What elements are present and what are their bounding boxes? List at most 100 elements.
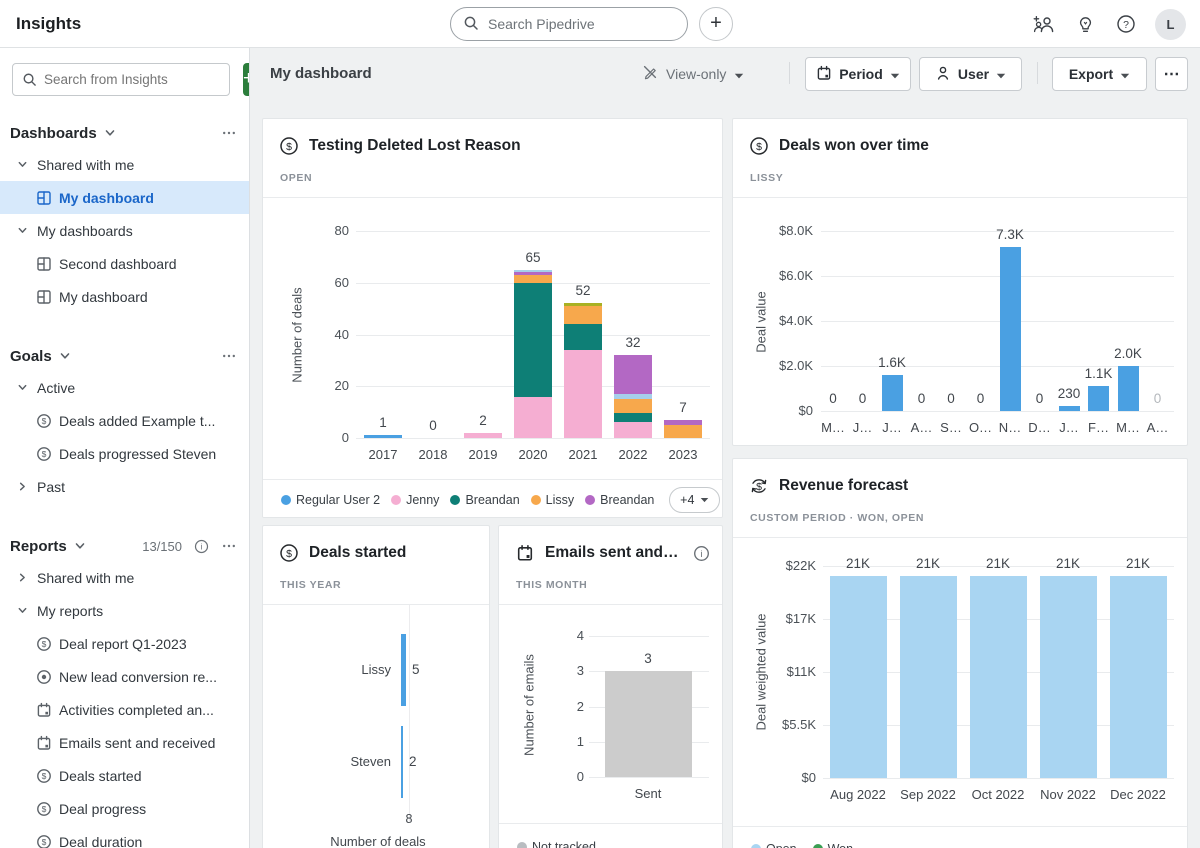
legend-label: Breandan I [600, 492, 659, 507]
sidebar-item-shared-with-me[interactable]: Shared with me [0, 561, 249, 594]
bar-segment-2020[interactable] [514, 269, 552, 273]
x-axis-label: Sent [634, 786, 662, 801]
sidebar-section-header-reports[interactable]: Reports 13/150 i [0, 533, 249, 559]
x-axis-label: F… [1088, 420, 1109, 435]
bar-segment-j[interactable] [1058, 405, 1080, 411]
y-axis-tick-label: 20 [334, 378, 349, 394]
chart-emails-sent: 0 1 2 3 4 Number of emails 3 Sent [499, 605, 722, 823]
create-new-button[interactable]: + [243, 63, 249, 96]
card-revenue-forecast: $ Revenue forecast CUSTOM PERIOD · WON, … [732, 458, 1188, 848]
legend-item-regular-user-2[interactable]: Regular User 2 [281, 493, 380, 507]
bar-segment-2022[interactable] [614, 355, 652, 394]
sidebar-item-my-reports[interactable]: My reports [0, 594, 249, 627]
bar-segment-2020[interactable] [514, 396, 552, 438]
sidebar-item-deal-report-q1-2023[interactable]: $ Deal report Q1-2023 [0, 627, 249, 660]
sidebar-item-past[interactable]: Past [0, 470, 249, 503]
sidebar-item-deals-started[interactable]: $ Deals started [0, 759, 249, 792]
bar-segment-2019[interactable] [464, 432, 502, 438]
legend-item-breandan-i[interactable]: Breandan I [585, 493, 658, 507]
legend-more-button[interactable]: +4 [669, 486, 721, 513]
card-emails-sent: Emails sent and… i THIS MONTH 0 1 2 3 4 Numbe… [498, 525, 723, 848]
bar-segment-2022[interactable] [614, 422, 652, 438]
bar-segment-sent[interactable] [604, 671, 692, 777]
export-button[interactable]: Export [1052, 57, 1147, 91]
legend-item-not-tracked[interactable]: Not tracked [517, 840, 596, 848]
sidebar-section-header-dashboards[interactable]: Dashboards [0, 120, 249, 146]
info-icon[interactable]: i [693, 545, 710, 562]
legend-item-jenny[interactable]: Jenny [391, 493, 439, 507]
sidebar-item-shared-with-me[interactable]: Shared with me [0, 148, 249, 181]
bar-lissy[interactable] [401, 634, 406, 706]
sidebar-item-my-dashboards[interactable]: My dashboards [0, 214, 249, 247]
bar-segment-2022[interactable] [614, 399, 652, 414]
bar-segment-m[interactable] [1117, 366, 1139, 411]
gridline [823, 565, 1174, 567]
bar-segment-j[interactable] [881, 375, 903, 411]
sidebar-item-my-dashboard[interactable]: My dashboard [0, 280, 249, 313]
sidebar-item-label: Deal duration [59, 833, 143, 848]
bar-segment-2020[interactable] [514, 282, 552, 397]
more-button[interactable]: ⋯ [1155, 57, 1188, 91]
sidebar-item-deals-progressed-steven[interactable]: $ Deals progressed Steven [0, 437, 249, 470]
quick-add-button[interactable]: + [699, 7, 733, 41]
bar-segment-2022[interactable] [614, 413, 652, 423]
add-users-icon[interactable] [1032, 12, 1056, 36]
bar-segment-2023[interactable] [664, 419, 702, 426]
section-menu-icon[interactable] [221, 125, 237, 141]
bar-segment-2023[interactable] [664, 425, 702, 438]
bar-segment-2022[interactable] [614, 394, 652, 400]
bar-segment-2021[interactable] [564, 350, 602, 438]
export-label: Export [1068, 66, 1114, 82]
deal-icon: $ [36, 636, 52, 652]
x-axis-label: M… [821, 420, 845, 435]
y-axis-tick-label: 4 [576, 628, 584, 643]
section-menu-icon[interactable] [221, 348, 237, 364]
bar-steven[interactable] [401, 726, 403, 798]
bar-segment-f[interactable] [1088, 386, 1109, 411]
sidebar-item-active[interactable]: Active [0, 371, 249, 404]
bar-segment-dec-2022[interactable] [1109, 575, 1167, 778]
legend-item-breandan[interactable]: Breandan [450, 493, 520, 507]
user-button[interactable]: User [919, 57, 1022, 91]
help-icon[interactable]: ? [1114, 12, 1138, 36]
bar-segment-2020[interactable] [514, 272, 552, 275]
sidebar-item-deal-duration[interactable]: $ Deal duration [0, 825, 249, 848]
sidebar-item-second-dashboard[interactable]: Second dashboard [0, 247, 249, 280]
bar-segment-2021[interactable] [564, 324, 602, 351]
legend-label: Regular User 2 [296, 492, 381, 507]
legend-item-lissy[interactable]: Lissy [530, 493, 574, 507]
section-menu-icon[interactable] [221, 538, 237, 554]
chart-deals-won: $0 $2.0K $4.0K $6.0K $8.0K Deal value 0 M… 0 J… 1.… [733, 198, 1187, 445]
sidebar-item-new-lead-conversion-re[interactable]: New lead conversion re... [0, 660, 249, 693]
bar-segment-2017[interactable] [364, 435, 402, 438]
y-axis-tick-label: 0 [576, 769, 584, 784]
view-only-dropdown[interactable]: View-only [642, 64, 744, 83]
lightbulb-icon[interactable] [1073, 12, 1097, 36]
period-button[interactable]: Period [805, 57, 911, 91]
bar-segment-2020[interactable] [514, 274, 552, 283]
bar-segment-n[interactable] [999, 246, 1021, 411]
x-axis-label: 2020 [518, 447, 548, 462]
sidebar-item-emails-sent-and-received[interactable]: Emails sent and received [0, 726, 249, 759]
bar-value-label: 21K [1125, 555, 1151, 571]
bar-segment-sep-2022[interactable] [899, 575, 957, 778]
sidebar-section-header-goals[interactable]: Goals [0, 343, 249, 369]
bar-segment-2021[interactable] [564, 306, 602, 325]
info-icon[interactable]: i [194, 539, 209, 554]
bar-segment-nov-2022[interactable] [1039, 575, 1097, 778]
legend-item-open[interactable]: Open [751, 842, 797, 848]
bar-segment-oct-2022[interactable] [969, 575, 1027, 778]
y-axis-title: Number of deals [289, 287, 305, 383]
legend-label: Not tracked [532, 839, 596, 848]
sidebar-item-my-dashboard[interactable]: My dashboard [0, 181, 249, 214]
sidebar-item-deal-progress[interactable]: $ Deal progress [0, 792, 249, 825]
avatar[interactable]: L [1155, 8, 1186, 40]
bar-segment-2021[interactable] [564, 303, 602, 307]
divider [733, 537, 1187, 538]
sidebar-item-deals-added-example-t[interactable]: $ Deals added Example t... [0, 404, 249, 437]
sidebar-item-activities-completed-an[interactable]: Activities completed an... [0, 693, 249, 726]
bar-segment-aug-2022[interactable] [829, 575, 887, 778]
insights-search-input[interactable] [12, 63, 230, 96]
global-search[interactable]: Search Pipedrive [450, 7, 688, 41]
legend-item-won[interactable]: Won [812, 842, 853, 848]
